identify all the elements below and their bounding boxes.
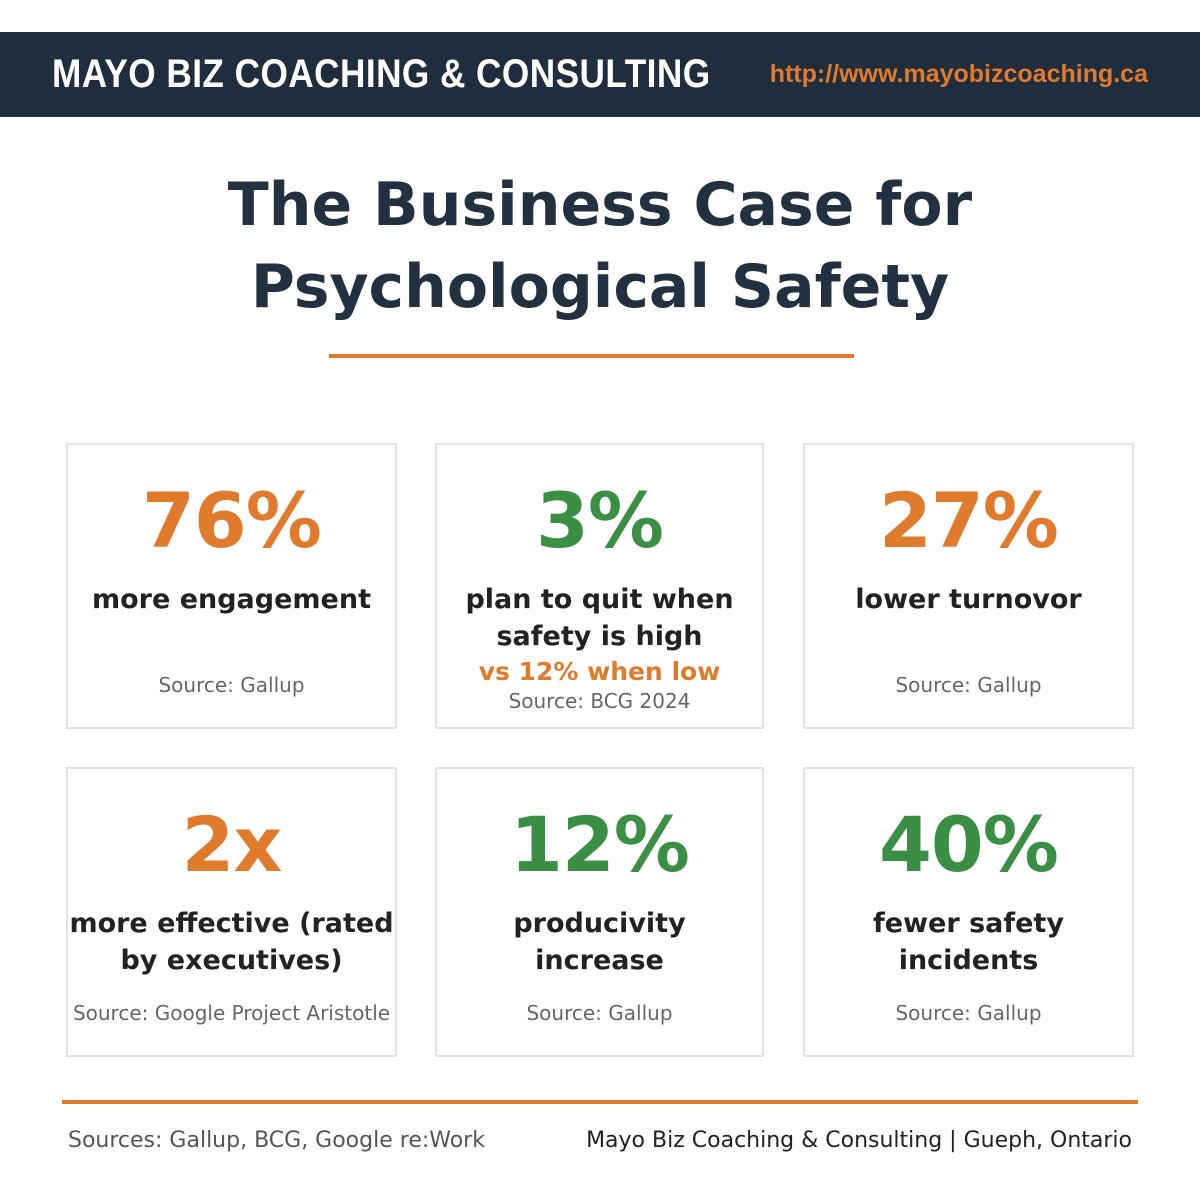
divider bbox=[329, 354, 854, 358]
title: Psychological Safety bbox=[250, 252, 950, 322]
description-line: plan to quit when bbox=[465, 584, 734, 615]
website-link[interactable]: http://www.mayobizcoaching.ca bbox=[769, 60, 1148, 88]
header-bar bbox=[0, 32, 1200, 117]
stat-source: Source: BCG 2024 bbox=[508, 689, 691, 713]
stat-description: more effective (rated by executives) bbox=[69, 905, 393, 979]
description-line: by executives) bbox=[120, 945, 343, 976]
stat-card: 3% plan to quit when safety is high vs 12% … bbox=[435, 443, 764, 729]
stat-value: 12% bbox=[510, 800, 690, 889]
description-line: more effective (rated bbox=[69, 908, 394, 939]
description-line: lower turnovor bbox=[855, 584, 1082, 615]
title: The Business Case for bbox=[227, 170, 973, 240]
footer-credit: Mayo Biz Coaching & Consulting | Gueph, … bbox=[586, 1128, 1132, 1153]
stat-value: 76% bbox=[142, 476, 322, 565]
stat-source: Source: Google Project Aristotle bbox=[72, 1001, 391, 1025]
stat-description: lower turnovor bbox=[855, 581, 1081, 618]
stat-card: 2x more effective (rated by executives) Sou… bbox=[66, 767, 397, 1057]
stat-card: 76% more engagement Source: Gallup bbox=[66, 443, 397, 729]
stat-value: 40% bbox=[879, 800, 1059, 889]
stat-value: 2x bbox=[181, 800, 283, 889]
stat-card: 27% lower turnovor Source: Gallup bbox=[803, 443, 1134, 729]
stat-comparison: vs 12% when low bbox=[478, 657, 721, 686]
description-line: increase bbox=[535, 945, 664, 976]
divider bbox=[62, 1100, 1138, 1104]
description-line: producivity bbox=[513, 908, 686, 939]
description-line: safety is high bbox=[496, 621, 703, 652]
stat-description: fewer safety incidents bbox=[873, 905, 1064, 979]
stat-value: 3% bbox=[535, 476, 664, 565]
description-line: fewer safety bbox=[873, 908, 1064, 939]
stat-description: producivity increase bbox=[513, 905, 685, 979]
brand: MAYO BIZ COACHING & CONSULTING bbox=[52, 52, 711, 96]
stat-value: 27% bbox=[879, 476, 1059, 565]
footer-sources: Sources: Gallup, BCG, Google re:Work bbox=[68, 1128, 485, 1153]
stat-source: Source: Gallup bbox=[895, 1001, 1042, 1025]
stat-description: plan to quit when safety is high bbox=[465, 581, 733, 655]
stat-card: 40% fewer safety incidents Source: Gallup bbox=[803, 767, 1134, 1057]
description-line: more engagement bbox=[91, 584, 371, 615]
stat-card: 12% producivity increase Source: Gallup bbox=[435, 767, 764, 1057]
stat-source: Source: Gallup bbox=[158, 673, 305, 697]
stat-source: Source: Gallup bbox=[526, 1001, 673, 1025]
stat-source: Source: Gallup bbox=[895, 673, 1042, 697]
stat-description: more engagement bbox=[92, 581, 371, 618]
description-line: incidents bbox=[898, 945, 1039, 976]
